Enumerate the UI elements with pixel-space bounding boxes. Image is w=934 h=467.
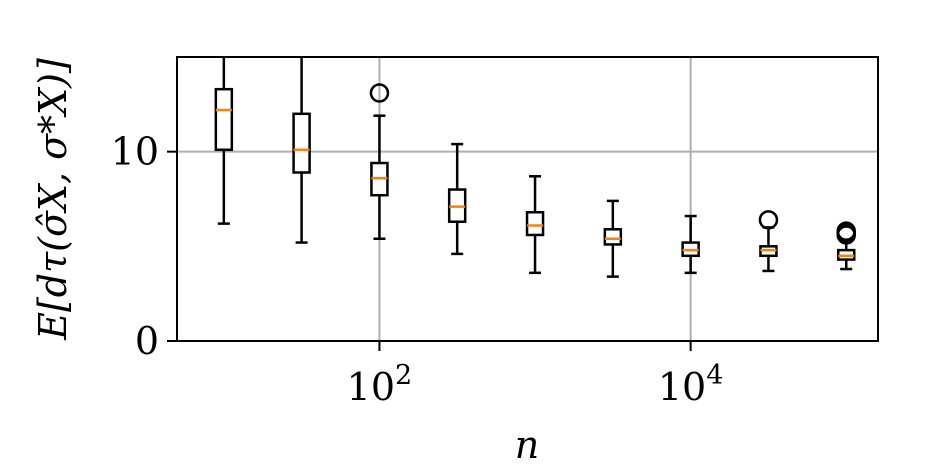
outlier-point bbox=[758, 210, 779, 230]
outlier-point bbox=[836, 221, 856, 241]
box-group bbox=[214, 57, 234, 225]
box-group bbox=[603, 199, 623, 278]
box-iqr bbox=[214, 87, 234, 152]
box-iqr bbox=[525, 211, 545, 237]
box-group bbox=[369, 83, 390, 241]
grid-lines bbox=[177, 57, 878, 341]
box-iqr bbox=[603, 228, 623, 246]
x-tick-base: 10 bbox=[658, 365, 706, 409]
x-tick-exponent: 4 bbox=[706, 360, 723, 391]
box-group bbox=[836, 221, 856, 271]
y-tick-label: 10 bbox=[111, 130, 159, 174]
y-axis-ticks: 0 10 bbox=[111, 130, 177, 363]
y-axis-label: E[dτ(σ̂X, σ*X)] bbox=[31, 58, 75, 341]
x-tick-base: 10 bbox=[347, 365, 395, 409]
x-tick-exponent: 2 bbox=[395, 360, 412, 391]
box-iqr bbox=[292, 112, 311, 174]
outlier-point bbox=[369, 83, 390, 103]
box-group bbox=[447, 142, 467, 256]
x-axis-label: n bbox=[515, 423, 539, 467]
box-group bbox=[525, 175, 545, 275]
plot-frame bbox=[176, 56, 879, 342]
x-axis-ticks: 102 104 bbox=[347, 341, 724, 409]
box-group bbox=[292, 57, 311, 244]
box-group bbox=[681, 214, 700, 275]
x-tick-label: 104 bbox=[658, 360, 724, 409]
box-series bbox=[214, 57, 856, 278]
x-tick-label: 102 bbox=[347, 360, 413, 409]
y-tick-label: 0 bbox=[135, 319, 159, 363]
box-group bbox=[758, 210, 779, 273]
